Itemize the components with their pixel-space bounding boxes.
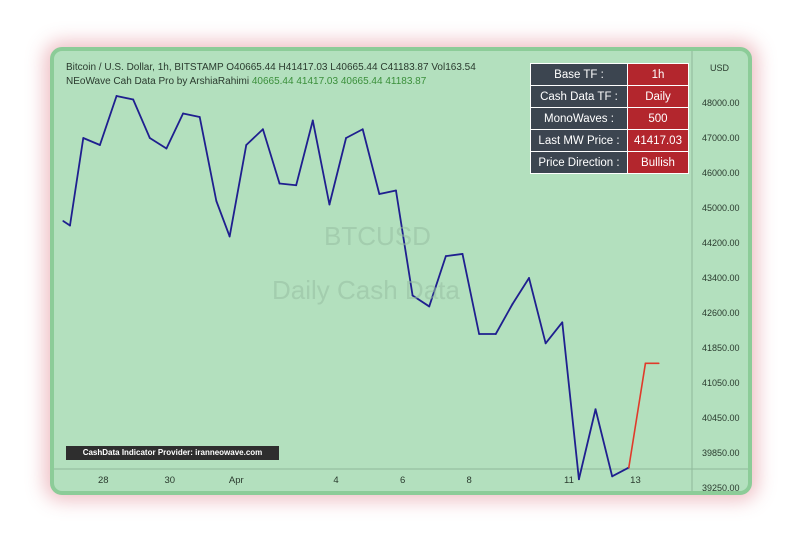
- monowave-segment: [115, 95, 135, 101]
- x-tick-label: 4: [333, 475, 338, 486]
- monowave-segment: [528, 277, 547, 345]
- info-row-cash-data-tf: Cash Data TF : Daily: [530, 85, 689, 108]
- info-row-last-mw-price: Last MW Price :41417.03: [530, 129, 689, 152]
- y-tick-label: 42600.00: [702, 308, 740, 318]
- indicator-header[interactable]: NEoWave Cah Data Pro by ArshiaRahimi 406…: [66, 76, 426, 87]
- indicator-value-2: 41417.03: [296, 76, 339, 87]
- monowave-segment: [378, 189, 397, 195]
- ohlc-high-label: H: [278, 62, 286, 73]
- monowave-segment: [311, 119, 331, 206]
- provider-label: CashData Indicator Provider: iranneowave…: [66, 446, 279, 460]
- ohlc-close-label: C: [380, 62, 388, 73]
- monowave-segment: [611, 466, 630, 478]
- chart-plot: USD 48000.00 47000.00 46000.00 45000.00 44200…: [54, 51, 748, 491]
- info-table: Base TF :1h Cash Data TF : Daily MonoWave…: [530, 63, 689, 174]
- monowave-segment: [544, 321, 564, 345]
- x-tick-label: 11: [564, 475, 574, 486]
- monowave-segment: [198, 116, 218, 202]
- x-tick-label: 6: [400, 475, 405, 486]
- monowave-segment: [428, 255, 447, 308]
- y-tick-label: 41050.00: [702, 378, 740, 388]
- monowave-segment: [182, 112, 201, 118]
- info-value: 41417.03: [627, 129, 689, 152]
- monowave-segment: [82, 137, 101, 146]
- x-tick-label: 8: [466, 475, 471, 486]
- ohlc-low-label: L: [330, 62, 336, 73]
- info-value: 1h: [627, 63, 689, 86]
- monowave-segment: [148, 137, 168, 150]
- watermark-symbol: BTCUSD: [324, 221, 431, 251]
- chart-panel: USD 48000.00 47000.00 46000.00 45000.00 44200…: [50, 47, 752, 495]
- monowave-segment: [345, 128, 364, 139]
- watermark-subtitle: Daily Cash Data: [272, 275, 460, 305]
- x-tick-label: 13: [630, 475, 641, 486]
- x-tick-label: Apr: [229, 475, 244, 486]
- info-key: MonoWaves :: [530, 107, 628, 130]
- last-monowave-segment: [627, 362, 647, 469]
- monowave-segment: [62, 220, 71, 227]
- monowave-segment: [461, 253, 481, 335]
- info-row-price-direction: Price Direction : Bullish: [530, 151, 689, 174]
- info-value: Daily: [627, 85, 689, 108]
- monowave-segment: [215, 200, 231, 238]
- indicator-value-1: 40665.44: [251, 76, 294, 87]
- monowave-segment: [328, 137, 347, 206]
- indicator-value-4: 41183.87: [385, 76, 427, 87]
- monowave-segment: [295, 119, 314, 187]
- volume-label: Vol: [431, 62, 446, 73]
- monowave-segment: [228, 144, 248, 238]
- y-tick-label: 47000.00: [702, 133, 740, 143]
- y-tick-label: 39250.00: [702, 483, 740, 491]
- info-key: Price Direction :: [530, 151, 628, 174]
- monowave-segment: [361, 128, 381, 195]
- x-tick-label: 28: [98, 475, 109, 486]
- y-tick-label: 39850.00: [702, 448, 740, 458]
- y-tick-label: 43400.00: [702, 273, 740, 283]
- monowave-segment: [578, 408, 597, 481]
- monowave-segment: [511, 277, 530, 306]
- monowave-segment: [395, 189, 414, 297]
- monowave-segment: [69, 137, 85, 227]
- symbol-name: Bitcoin / U.S. Dollar, 1h, BITSTAMP: [66, 62, 224, 73]
- ohlc-open: 40665.44: [234, 62, 276, 73]
- monowave-segment: [165, 112, 184, 150]
- x-tick-label: 30: [164, 475, 175, 486]
- y-tick-label: 40450.00: [702, 413, 740, 423]
- indicator-name[interactable]: NEoWave Cah Data Pro by ArshiaRahimi: [66, 76, 250, 87]
- info-row-base-tf: Base TF :1h: [530, 63, 689, 86]
- info-row-monowaves: MonoWaves :500: [530, 107, 689, 130]
- info-key: Base TF :: [530, 63, 628, 86]
- monowave-segment: [494, 303, 514, 335]
- monowave-segment: [594, 408, 614, 478]
- y-tick-label: 41850.00: [702, 343, 740, 353]
- monowave-segment: [411, 294, 431, 308]
- volume-value: 163.54: [445, 62, 476, 73]
- y-tick-label: 44200.00: [702, 238, 740, 248]
- ohlc-high: 41417.03: [285, 62, 328, 73]
- y-tick-label: 46000.00: [702, 168, 740, 178]
- y-tick-label: 48000.00: [702, 98, 740, 108]
- info-key: Last MW Price :: [530, 129, 628, 152]
- currency-label: USD: [710, 63, 730, 73]
- ohlc-close: 41183.87: [387, 62, 429, 73]
- monowave-segment: [99, 95, 118, 146]
- monowave-segment: [262, 128, 281, 185]
- monowave-segment: [245, 128, 264, 146]
- monowave-segment: [561, 321, 580, 481]
- monowave-segment: [278, 182, 298, 187]
- y-tick-label: 45000.00: [702, 203, 740, 213]
- indicator-value-3: 40665.44: [340, 76, 383, 87]
- monowave-segment: [444, 253, 464, 258]
- symbol-header: Bitcoin / U.S. Dollar, 1h, BITSTAMP O406…: [66, 62, 476, 73]
- info-value: Bullish: [627, 151, 689, 174]
- ohlc-low: 40665.44: [335, 62, 378, 73]
- info-value: 500: [627, 107, 689, 130]
- monowave-segment: [132, 98, 151, 139]
- ohlc-open-label: O: [226, 62, 235, 73]
- info-key: Cash Data TF :: [530, 85, 628, 108]
